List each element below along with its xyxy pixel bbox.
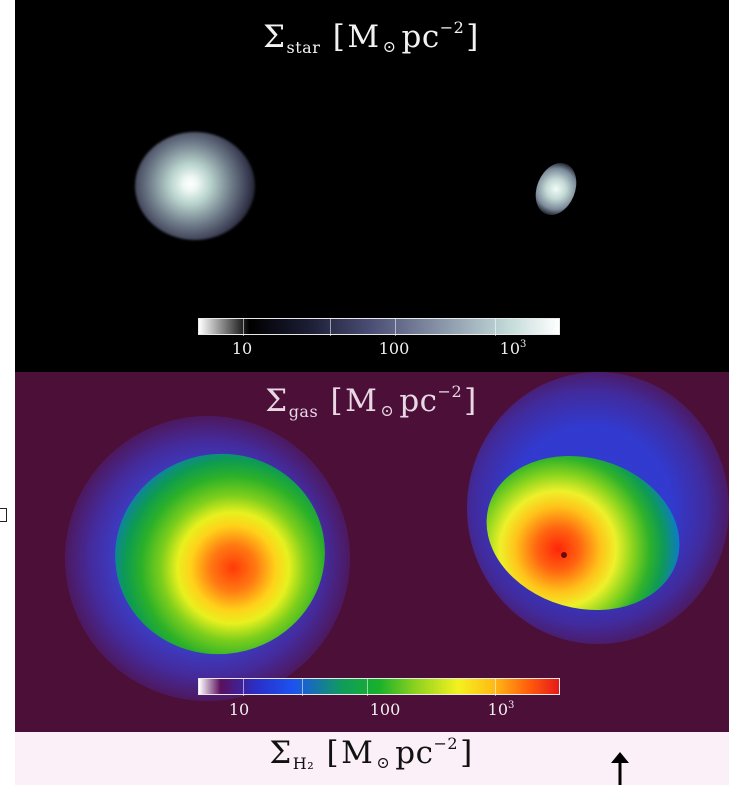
units-parsec: pc: [401, 19, 440, 55]
colorbar-tick: [395, 319, 396, 336]
colorbar-tick-label: 100: [369, 700, 401, 719]
sun-symbol: ⊙: [376, 753, 391, 772]
colorbar-tick: [243, 679, 244, 696]
panel-title: Σstar [M ⊙ pc−2]: [263, 18, 479, 57]
colorbar-tick-label: 10: [228, 700, 250, 719]
units-solar-mass: M: [345, 383, 378, 419]
colorbar-tick: [302, 679, 303, 696]
colorbar-tick: [243, 319, 244, 336]
colorbar-tick-label: 100: [378, 339, 410, 358]
stellar-density-panel: Σstar [M ⊙ pc−2] 10 100 103: [15, 0, 729, 372]
gas-density-panel: Σgas [M ⊙ pc−2] 10 100 103: [15, 372, 729, 732]
sun-symbol: ⊙: [382, 37, 397, 56]
colorbar-tick: [330, 319, 331, 336]
colorbar-tick: [495, 679, 496, 696]
units-exponent: −2: [437, 382, 463, 401]
units-solar-mass: M: [347, 19, 380, 55]
right-galaxy-stars: [528, 156, 584, 222]
colorbar-tick: [367, 679, 368, 696]
colorbar-tick: [495, 319, 496, 336]
star-colorbar: [198, 318, 560, 336]
colorbar-tick-label: 10: [231, 339, 253, 358]
units-exponent: −2: [439, 18, 465, 37]
tick-power-exp: 3: [507, 700, 515, 711]
colorbar-tick-label: 103: [500, 339, 527, 358]
units-parsec: pc: [395, 735, 434, 771]
sun-symbol: ⊙: [380, 401, 395, 420]
tick-power-base: 10: [487, 700, 508, 719]
sigma-symbol: Σ: [265, 383, 288, 419]
panel-title: ΣH₂ [M ⊙ pc−2]: [269, 734, 473, 773]
h2-density-panel: ΣH₂ [M ⊙ pc−2]: [15, 732, 729, 785]
up-arrow-icon: [611, 752, 629, 785]
units-parsec: pc: [399, 383, 438, 419]
units-exponent: −2: [433, 734, 459, 753]
colorbar-tick-label: 103: [488, 700, 515, 719]
panel-title: Σgas [M ⊙ pc−2]: [265, 382, 477, 421]
title-subscript: gas: [288, 402, 319, 421]
units-solar-mass: M: [341, 735, 374, 771]
tick-power-exp: 3: [519, 339, 527, 350]
sigma-symbol: Σ: [263, 19, 286, 55]
sigma-symbol: Σ: [269, 735, 292, 771]
gas-colorbar: [198, 678, 560, 696]
tick-power-base: 10: [499, 339, 520, 358]
title-subscript: H₂: [292, 754, 315, 773]
margin-bracket-mark: [0, 508, 7, 522]
title-subscript: star: [286, 38, 321, 57]
right-galaxy-core: [561, 552, 567, 558]
left-galaxy-stars: [135, 132, 255, 240]
